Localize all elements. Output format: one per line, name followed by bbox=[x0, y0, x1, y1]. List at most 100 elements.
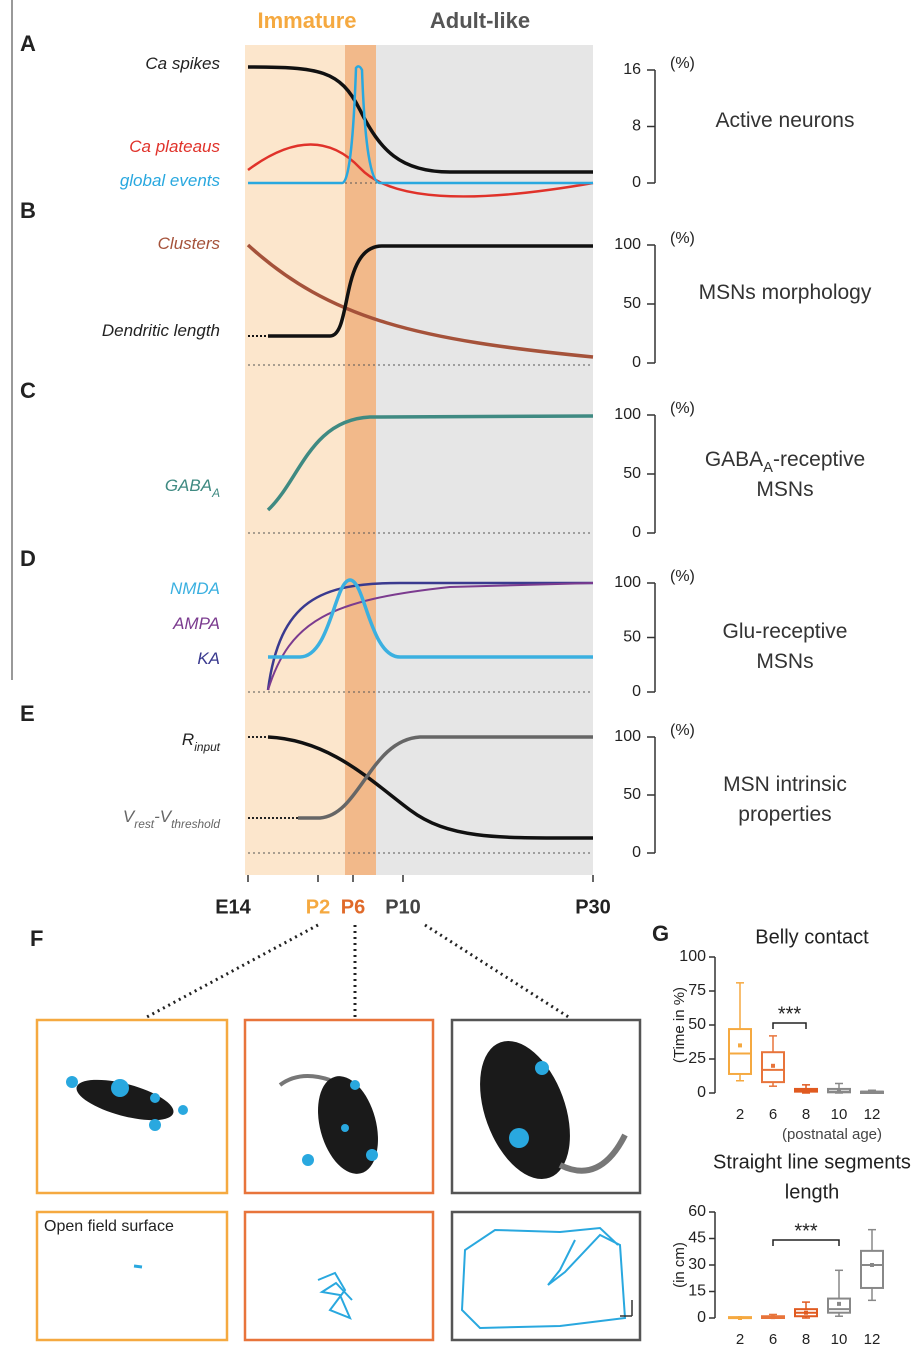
tick-label: 0 bbox=[632, 174, 641, 191]
mean bbox=[738, 1043, 742, 1048]
mean bbox=[804, 1310, 808, 1315]
text-part: threshold bbox=[171, 817, 220, 831]
tick-label: 0 bbox=[632, 844, 641, 861]
text-part: Clusters bbox=[158, 234, 221, 253]
tracks bbox=[133, 1226, 633, 1330]
unit-label: (%) bbox=[670, 230, 695, 247]
x-tick-label: 8 bbox=[802, 1331, 810, 1348]
immature-label: Immature bbox=[257, 8, 356, 33]
panel-title: MSNs morphology bbox=[699, 281, 872, 304]
curve-global-events bbox=[248, 65, 593, 185]
panel-letter: C bbox=[20, 378, 36, 403]
y-tick-label: 60 bbox=[688, 1203, 706, 1220]
panel-title: GABAA-receptive bbox=[705, 448, 865, 476]
x-tick-label: 12 bbox=[864, 1331, 881, 1348]
y-axis-label: (in cm) bbox=[671, 1242, 688, 1288]
mean bbox=[738, 1316, 742, 1320]
text-part: R bbox=[182, 730, 194, 749]
mean bbox=[837, 1088, 841, 1093]
y-tick-label: 45 bbox=[688, 1230, 706, 1247]
panel-letter: G bbox=[652, 921, 669, 946]
tick-label: 0 bbox=[632, 683, 641, 700]
schematic-curves bbox=[246, 65, 594, 854]
tick-label: 50 bbox=[623, 629, 641, 646]
text-part: properties bbox=[738, 803, 831, 826]
y-tick-label: 75 bbox=[688, 982, 706, 999]
x-tick-label: 12 bbox=[864, 1106, 881, 1123]
panel-letter: E bbox=[20, 701, 35, 726]
significance-bracket bbox=[772, 1022, 807, 1029]
curve-label: Clusters bbox=[158, 234, 221, 253]
chart-title: Straight line segments bbox=[713, 1151, 911, 1173]
track bbox=[460, 1226, 627, 1330]
panel-letter: F bbox=[30, 926, 43, 951]
text-part: Glu-receptive bbox=[723, 620, 848, 643]
x-tick-label: 10 bbox=[831, 1331, 848, 1348]
open-field-label: Open field surface bbox=[44, 1218, 174, 1235]
x-tick-label: 2 bbox=[736, 1331, 744, 1348]
text-part: rest bbox=[134, 817, 155, 831]
panel-title: Active neurons bbox=[716, 109, 855, 132]
unit-label: (%) bbox=[670, 55, 695, 72]
y-tick-label: 100 bbox=[679, 948, 706, 965]
tail bbox=[278, 1074, 331, 1087]
panel-title: properties bbox=[738, 803, 831, 826]
x-tick-label: 8 bbox=[802, 1106, 810, 1123]
curve-ca-spikes bbox=[247, 65, 593, 174]
curve-label: Vrest-Vthreshold bbox=[123, 807, 220, 831]
curve-dendritic bbox=[268, 244, 593, 338]
tick-label: 100 bbox=[614, 406, 641, 423]
text-part: -V bbox=[154, 807, 173, 826]
track bbox=[317, 1271, 353, 1320]
panel-letter: B bbox=[20, 198, 36, 223]
text-part: Active neurons bbox=[716, 109, 855, 132]
zoom-line bbox=[144, 923, 571, 1020]
panel-title: MSNs bbox=[756, 650, 813, 673]
curve-label: global events bbox=[120, 171, 221, 190]
mean bbox=[870, 1089, 874, 1094]
panel-title: Glu-receptive bbox=[723, 620, 848, 643]
x-tick-label: 6 bbox=[769, 1106, 777, 1123]
tick-label: 50 bbox=[623, 295, 641, 312]
tick-label: 0 bbox=[632, 524, 641, 541]
mean bbox=[870, 1263, 874, 1267]
curve-label: Ca plateaus bbox=[129, 137, 220, 156]
y-tick-label: 25 bbox=[688, 1050, 706, 1067]
curve-nmda bbox=[268, 578, 593, 659]
tick-label: 100 bbox=[614, 728, 641, 745]
paw-marks bbox=[302, 1080, 378, 1166]
text-part: NMDA bbox=[170, 579, 220, 598]
y-tick-label: 50 bbox=[688, 1016, 706, 1033]
curve-label: Ca spikes bbox=[145, 54, 220, 73]
unit-label: (%) bbox=[670, 400, 695, 417]
chart-title: length bbox=[785, 1181, 840, 1203]
x-tick-label: E14 bbox=[215, 896, 251, 918]
tick-label: 50 bbox=[623, 786, 641, 803]
mean bbox=[804, 1088, 808, 1093]
x-tick-label: P2 bbox=[306, 896, 330, 918]
curve-vrest bbox=[298, 735, 593, 820]
panel-letter: A bbox=[20, 31, 36, 56]
text-part: GABA bbox=[705, 448, 763, 471]
text-part: global events bbox=[120, 171, 221, 190]
text-part: AMPA bbox=[172, 614, 220, 633]
curve-label: KA bbox=[197, 649, 220, 668]
x-tick-label: 6 bbox=[769, 1331, 777, 1348]
text-part: KA bbox=[197, 649, 220, 668]
text-part: GABA bbox=[165, 476, 212, 495]
paw-marks bbox=[66, 1076, 188, 1131]
text-part: Ca plateaus bbox=[129, 137, 220, 156]
significance: *** bbox=[778, 1003, 802, 1025]
text-part: MSN intrinsic bbox=[723, 773, 847, 796]
tail bbox=[558, 1133, 628, 1174]
video-frames bbox=[35, 1018, 642, 1342]
y-tick-label: 30 bbox=[688, 1256, 706, 1273]
text-part: Dendritic length bbox=[102, 321, 220, 340]
curve-label: Dendritic length bbox=[102, 321, 220, 340]
adult-label: Adult-like bbox=[430, 8, 530, 33]
x-tick bbox=[247, 875, 594, 882]
y-tick-label: 0 bbox=[697, 1309, 706, 1326]
curve-label: Rinput bbox=[182, 730, 221, 754]
significance: *** bbox=[794, 1220, 818, 1242]
